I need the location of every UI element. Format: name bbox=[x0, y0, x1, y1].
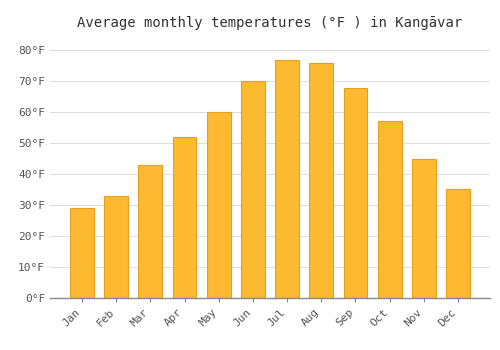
Bar bbox=[70, 208, 94, 298]
Bar bbox=[241, 81, 265, 298]
Bar bbox=[446, 189, 470, 298]
Bar bbox=[138, 165, 162, 298]
Bar bbox=[207, 112, 231, 298]
Bar bbox=[310, 63, 333, 298]
Bar bbox=[172, 137, 197, 298]
Bar bbox=[104, 196, 128, 298]
Bar bbox=[344, 88, 367, 298]
Bar bbox=[378, 121, 402, 298]
Bar bbox=[412, 159, 436, 298]
Bar bbox=[275, 60, 299, 298]
Title: Average monthly temperatures (°F ) in Kangāvar: Average monthly temperatures (°F ) in Ka… bbox=[78, 16, 462, 30]
